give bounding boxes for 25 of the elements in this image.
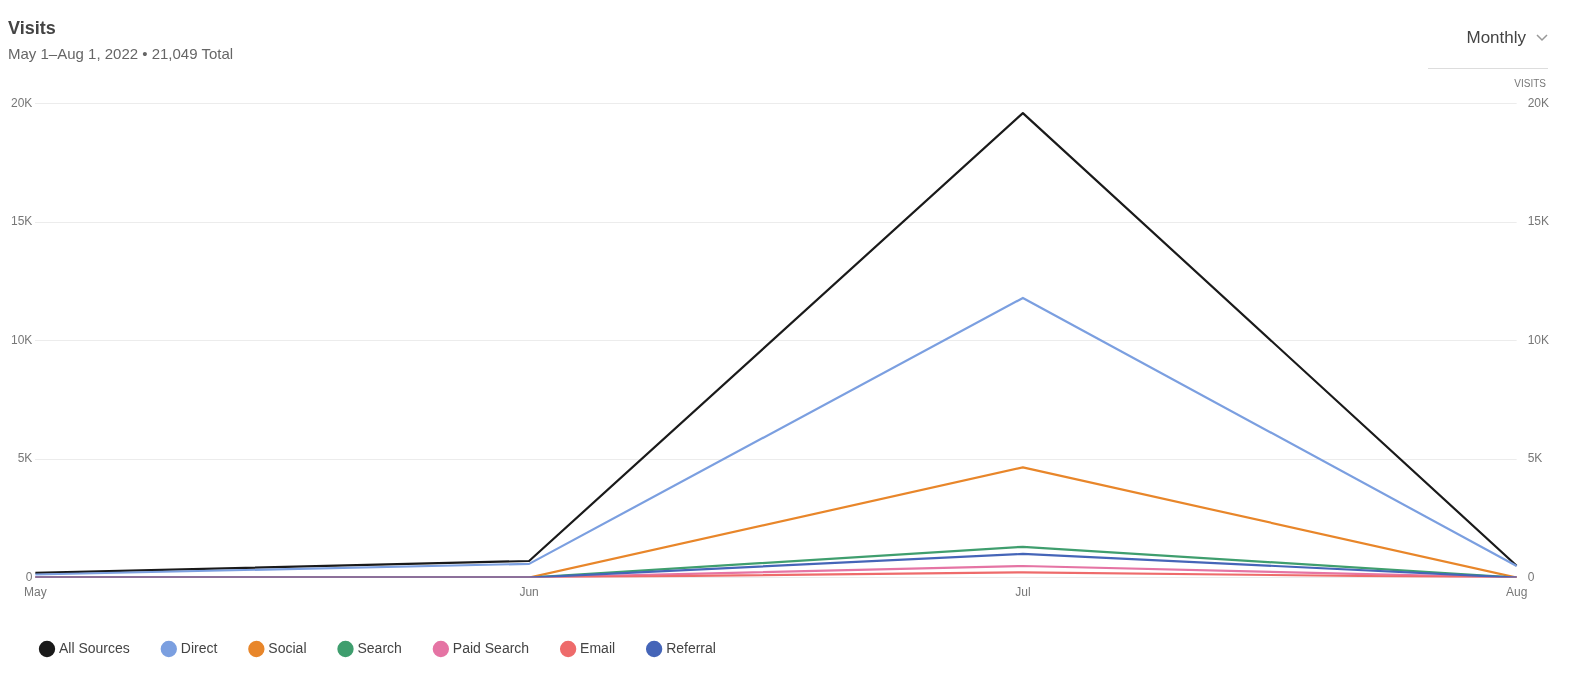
- y-tick-label: 10K: [10, 332, 33, 347]
- y2-tick-label: 0: [1527, 569, 1535, 584]
- y-tick-label: 5K: [17, 451, 33, 466]
- x-tick-label: May: [24, 585, 47, 600]
- legend-label: Direct: [180, 639, 218, 656]
- y-tick-label: 20K: [10, 95, 33, 110]
- y2-tick-label: 10K: [1527, 332, 1550, 347]
- legend-label: Paid Search: [452, 639, 530, 656]
- chart-subtitle: May 1–Aug 1, 2022 • 21,049 Total: [8, 44, 234, 62]
- y-tick-label: 15K: [10, 214, 33, 229]
- x-tick-label: Jun: [519, 585, 539, 600]
- y2-tick-label: 20K: [1527, 95, 1550, 110]
- y2-tick-label: 5K: [1527, 451, 1543, 466]
- legend-label: Search: [357, 639, 402, 656]
- text: Monthly: [1466, 28, 1526, 48]
- y-tick-label: 0: [25, 569, 33, 584]
- y2-tick-label: 15K: [1527, 214, 1550, 229]
- legend-label: All Sources: [59, 639, 130, 656]
- x-tick-label: Aug: [1505, 585, 1528, 600]
- legend-label: Referral: [666, 639, 716, 656]
- legend-label: Social: [268, 639, 307, 656]
- x-tick-label: Jul: [1015, 585, 1031, 600]
- legend-label: Email: [580, 639, 616, 656]
- y2-axis-title: VISITS: [1514, 78, 1547, 90]
- chart-title: Visits: [8, 17, 56, 38]
